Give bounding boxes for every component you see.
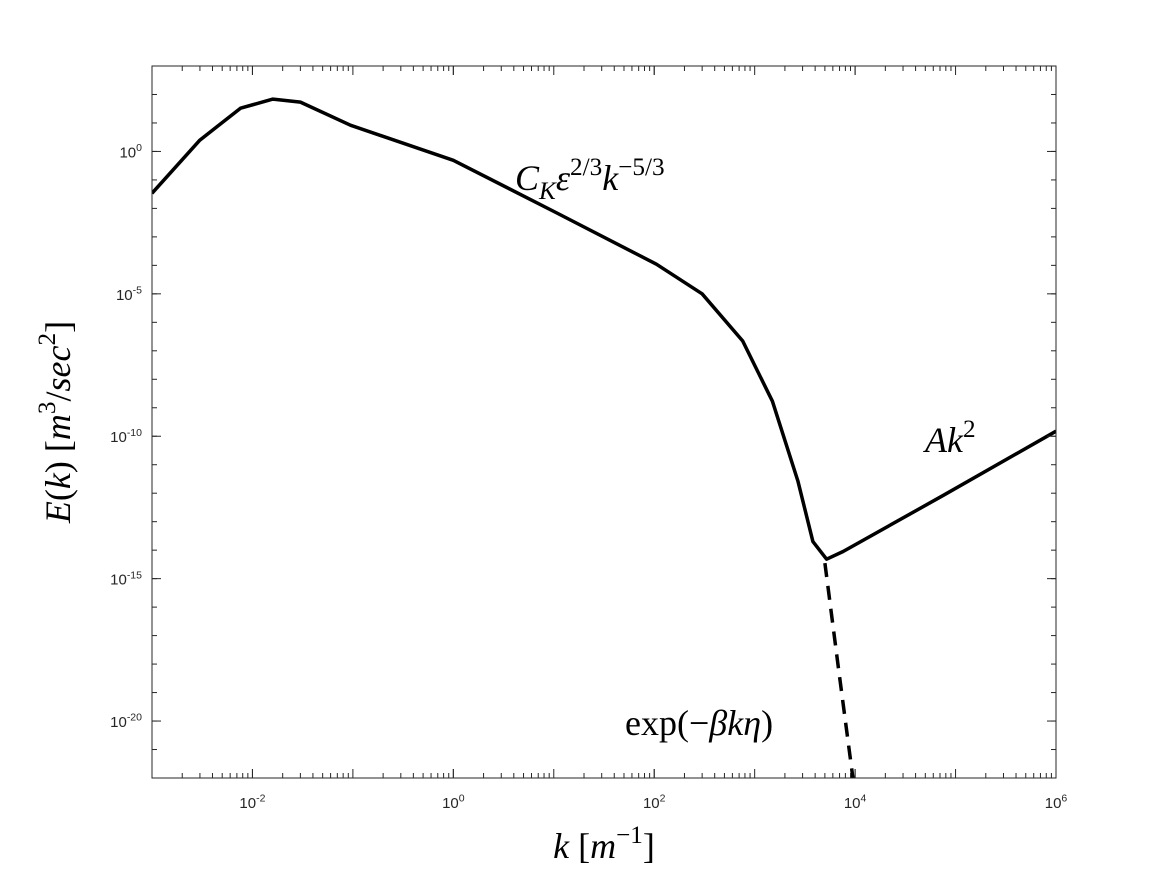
y-tick-label: 10-20	[110, 712, 142, 731]
plot-area	[152, 97, 1056, 778]
axes-box	[151, 65, 1057, 779]
x-tick-label: 106	[1045, 793, 1068, 812]
x-tick-label: 10-2	[239, 793, 265, 812]
series-line	[823, 562, 855, 778]
annotation: CKε2/3k−5/3	[515, 154, 665, 205]
x-axis-label: k [m−1]	[553, 822, 655, 866]
x-tick-label: 100	[442, 793, 465, 812]
x-tick-label: 104	[844, 793, 867, 812]
y-tick-label: 10-5	[116, 285, 142, 304]
y-tick-label: 100	[119, 142, 142, 161]
annotation: exp(−βkη)	[625, 703, 773, 743]
annotation: Ak2	[923, 416, 976, 460]
series-line	[152, 97, 1056, 561]
x-tick-label: 102	[643, 793, 666, 812]
y-axis-label: E(k) [m3/sec2]	[34, 321, 78, 524]
y-tick-label: 10-10	[110, 427, 142, 446]
y-tick-label: 10-15	[110, 569, 142, 588]
